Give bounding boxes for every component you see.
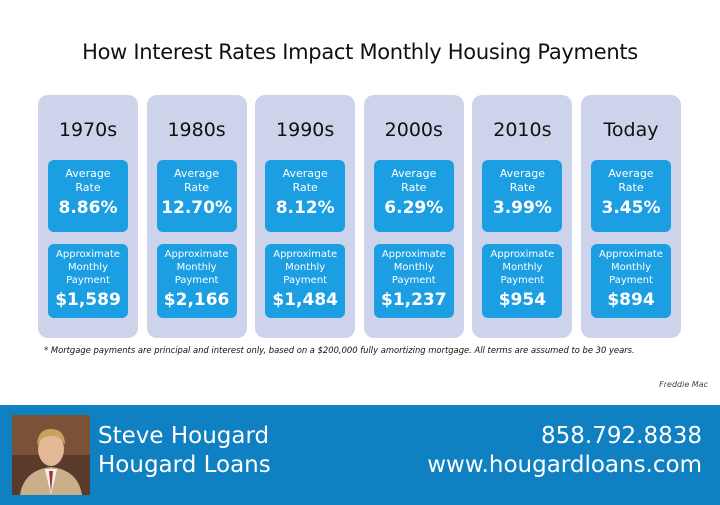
column: 2000s Average Rate 6.29% Approximate Monthl…: [363, 95, 464, 338]
rate-label: Average Rate: [282, 167, 328, 194]
rate-label: Average Rate: [391, 167, 437, 194]
payment-value: $954: [498, 290, 547, 310]
payment-value: $894: [607, 290, 655, 310]
rate-value: 6.29%: [384, 198, 444, 218]
name: Steve Hougard: [98, 423, 270, 449]
period: 1990s: [276, 119, 335, 141]
column: 1990s Average Rate 8.12% Approximate Monthl…: [255, 95, 356, 338]
payment-box: Approximate Monthly Payment $894: [591, 244, 671, 318]
column: 1970s Average Rate 8.86% Approximate Monthl…: [38, 95, 138, 338]
rate-box: Average Rate 8.86%: [48, 160, 128, 232]
source: Freddie Mac: [659, 380, 708, 389]
rate-box: Average Rate 12.70%: [156, 160, 237, 232]
period: 2000s: [384, 119, 443, 141]
payment-label: Approximate Monthly Payment: [490, 249, 555, 286]
rate-box: Average Rate 6.29%: [373, 160, 454, 232]
rate-box: Average Rate 3.99%: [482, 160, 563, 232]
payment-value: $1,484: [272, 290, 338, 310]
payment-value: $1,237: [380, 290, 447, 310]
payment-box: Approximate Monthly Payment $1,589: [48, 244, 128, 318]
period: 1980s: [167, 119, 226, 141]
rate-label: Average Rate: [499, 167, 545, 194]
rate-box: Average Rate 8.12%: [265, 160, 346, 232]
company: Hougard Loans: [98, 452, 271, 478]
footnote: * Mortgage payments are principal and in…: [44, 345, 635, 355]
rate-value: 8.12%: [275, 198, 335, 218]
website: www.hougardloans.com: [427, 452, 702, 478]
payment-box: Approximate Monthly Payment $1,484: [265, 244, 346, 318]
column: Today Average Rate 3.45% Approximate Monthl…: [581, 95, 681, 338]
payment-box: Approximate Monthly Payment $1,237: [373, 244, 454, 318]
rate-label: Average Rate: [608, 167, 654, 194]
payment-value: $1,589: [55, 290, 121, 310]
payment-box: Approximate Monthly Payment $954: [482, 244, 563, 318]
rate-label: Average Rate: [174, 167, 220, 194]
photo: [12, 415, 90, 495]
period: 1970s: [58, 119, 118, 141]
phone: 858.792.8838: [541, 423, 702, 449]
rate-value: 12.70%: [161, 198, 232, 218]
title: How Interest Rates Impact Monthly Housin…: [82, 40, 638, 64]
payment-label: Approximate Monthly Payment: [273, 249, 338, 286]
rate-value: 3.99%: [492, 198, 552, 218]
period: 2010s: [493, 119, 552, 141]
payment-label: Approximate Monthly Payment: [56, 249, 120, 286]
rate-box: Average Rate 3.45%: [591, 160, 671, 232]
payment-box: Approximate Monthly Payment $2,166: [156, 244, 237, 318]
rate-value: 3.45%: [601, 198, 661, 218]
payment-value: $2,166: [163, 290, 230, 310]
period: Today: [603, 119, 659, 141]
rate-value: 8.86%: [58, 198, 118, 218]
payment-label: Approximate Monthly Payment: [164, 249, 229, 286]
column: 2010s Average Rate 3.99% Approximate Monthl…: [472, 95, 573, 338]
column: 1980s Average Rate 12.70% Approximate Month…: [146, 95, 247, 338]
payment-label: Approximate Monthly Payment: [381, 249, 446, 286]
rate-label: Average Rate: [65, 167, 111, 194]
payment-label: Approximate Monthly Payment: [599, 249, 663, 286]
footer: Steve Hougard Hougard Loans 858.792.8838…: [0, 405, 720, 505]
